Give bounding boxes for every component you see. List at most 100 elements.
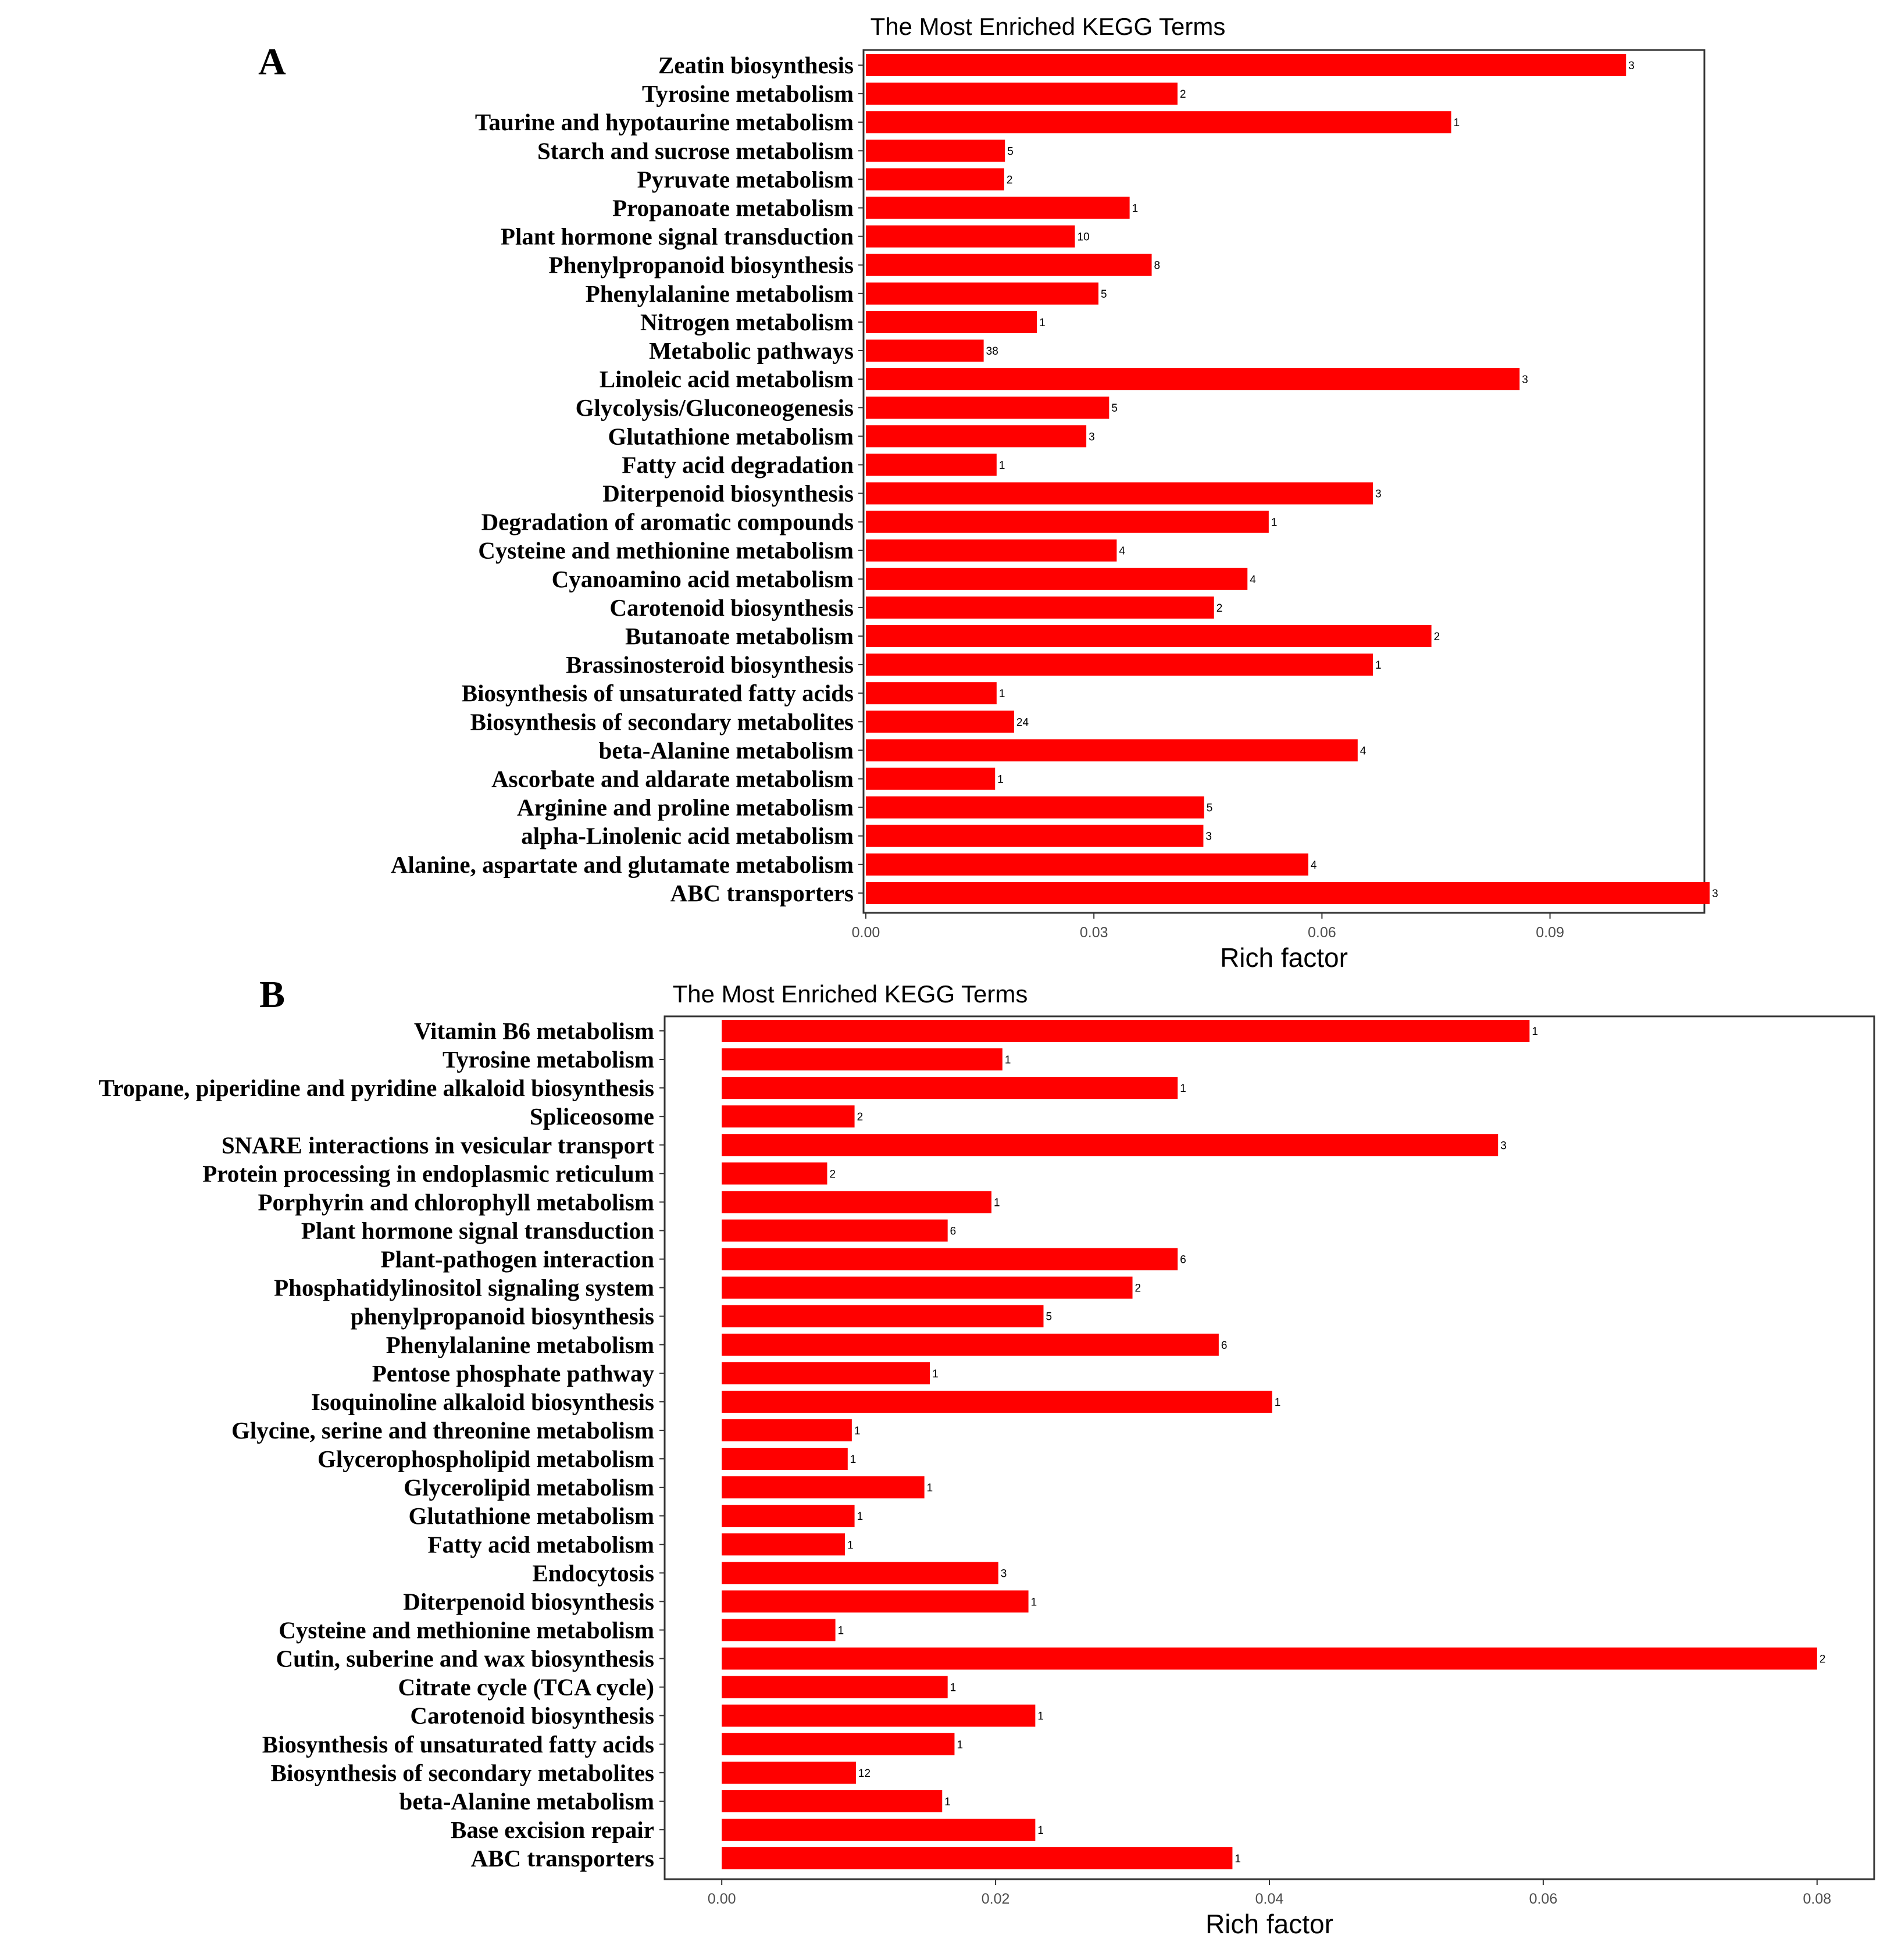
bar (866, 368, 1520, 391)
panel-a-letter: A (258, 41, 286, 83)
bar-count-label: 3 (1089, 431, 1095, 443)
bar (722, 1676, 948, 1698)
bar-count-label: 2 (1434, 631, 1440, 643)
category-label: Cysteine and methionine metabolism (279, 1616, 654, 1643)
bar (722, 1790, 943, 1812)
bar-count-label: 5 (1111, 402, 1118, 415)
category-label: Biosynthesis of secondary metabolites (470, 708, 854, 735)
category-label: Diterpenoid biosynthesis (602, 480, 854, 507)
bar (722, 1134, 1499, 1156)
category-label: ABC transporters (471, 1845, 654, 1872)
bar (866, 567, 1248, 590)
bar (866, 510, 1269, 533)
category-label: Cysteine and methionine metabolism (478, 537, 854, 564)
bar (866, 767, 996, 790)
bar (722, 1162, 827, 1185)
bar-count-label: 1 (1375, 659, 1382, 672)
bar-count-label: 1 (1271, 517, 1278, 529)
category-label: Butanoate metabolism (625, 623, 854, 649)
bar (866, 482, 1373, 505)
bar (722, 1333, 1219, 1356)
bar-count-label: 1 (997, 774, 1004, 786)
bar-count-label: 38 (986, 345, 998, 358)
bar (866, 682, 997, 705)
bar-count-label: 1 (1037, 1825, 1044, 1837)
category-label: Carotenoid biosynthesis (410, 1702, 654, 1729)
bar-count-label: 3 (1205, 831, 1212, 843)
bar (866, 881, 1710, 904)
category-label: Glutathione metabolism (408, 1502, 654, 1529)
category-label: Protein processing in endoplasmic reticu… (202, 1160, 654, 1187)
category-label: Biosynthesis of secondary metabolites (271, 1759, 654, 1786)
bar-count-label: 2 (1819, 1654, 1826, 1666)
bar-count-label: 1 (994, 1197, 1000, 1209)
category-label: Biosynthesis of unsaturated fatty acids (462, 680, 854, 706)
category-label: Arginine and proline metabolism (517, 794, 854, 821)
bar-count-label: 2 (829, 1168, 836, 1180)
bar-count-label: 2 (1135, 1283, 1141, 1295)
bar-count-label: 3 (1712, 888, 1718, 900)
bar (722, 1647, 1817, 1670)
bar (866, 310, 1037, 333)
bar (722, 1505, 855, 1527)
category-label: Glycolysis/Gluconeogenesis (576, 394, 854, 421)
category-label: Linoleic acid metabolism (600, 366, 854, 392)
bar-count-label: 6 (950, 1225, 957, 1237)
bar (722, 1818, 1036, 1841)
bar-count-label: 1 (1235, 1853, 1241, 1865)
category-label: Plant hormone signal transduction (501, 223, 854, 250)
bar (866, 454, 997, 476)
bar-count-label: 1 (1275, 1397, 1281, 1409)
category-label: Tyrosine metabolism (443, 1046, 654, 1073)
category-label: Tyrosine metabolism (642, 80, 854, 107)
category-label: Alanine, aspartate and glutamate metabol… (391, 851, 854, 878)
category-label: Pentose phosphate pathway (372, 1360, 655, 1387)
bar (722, 1390, 1272, 1413)
bar-count-label: 24 (1016, 716, 1029, 729)
bar-count-label: 5 (1046, 1311, 1053, 1323)
bar (866, 254, 1152, 276)
bar (722, 1448, 848, 1470)
bar-count-label: 10 (1078, 231, 1090, 244)
bar-count-label: 1 (1532, 1026, 1538, 1038)
panel-a: A The Most Enriched KEGG Terms Zeatin bi… (258, 13, 1718, 973)
category-label: Vitamin B6 metabolism (414, 1018, 654, 1044)
bar-count-label: 1 (838, 1625, 844, 1637)
bar-count-label: 4 (1250, 574, 1256, 586)
category-label: Ascorbate and aldarate metabolism (491, 766, 854, 792)
bar (866, 654, 1373, 676)
category-label: Phenylalanine metabolism (386, 1331, 654, 1358)
bar-count-label: 1 (857, 1511, 864, 1523)
bar-count-label: 1 (1180, 1083, 1186, 1095)
bar (722, 1219, 948, 1242)
bar-count-label: 1 (854, 1425, 861, 1437)
bar (722, 1362, 930, 1384)
category-label: Plant-pathogen interaction (381, 1246, 655, 1273)
bar (866, 425, 1087, 448)
category-label: Cutin, suberine and wax biosynthesis (276, 1645, 654, 1672)
category-label: SNARE interactions in vesicular transpor… (222, 1131, 654, 1158)
category-label: Biosynthesis of unsaturated fatty acids (262, 1731, 654, 1758)
bar-count-label: 8 (1154, 260, 1161, 272)
bar (866, 625, 1432, 647)
bar-count-label: 3 (1522, 374, 1528, 386)
x-tick-label: 0.03 (1080, 924, 1108, 941)
bar (722, 1476, 925, 1499)
panel-a-title: The Most Enriched KEGG Terms (870, 13, 1226, 40)
bar (866, 140, 1005, 162)
x-tick-label: 0.09 (1536, 924, 1564, 941)
category-label: Glutathione metabolism (608, 423, 854, 449)
bar (722, 1704, 1036, 1727)
category-label: Glycerophospholipid metabolism (317, 1445, 654, 1472)
bar (866, 225, 1075, 248)
bar (866, 824, 1204, 847)
bar (866, 340, 984, 362)
bar-count-label: 1 (1037, 1711, 1044, 1723)
category-label: Plant hormone signal transduction (301, 1217, 654, 1244)
bar-count-label: 1 (1005, 1054, 1011, 1066)
panel-a-count-labels: 3 2 1 5 2 1 10 8 5 1 38 3 5 3 1 3 1 4 4 2 2 1 1 24 4 1 5 3 4 3 (986, 60, 1718, 900)
bar-count-label: 4 (1311, 859, 1317, 872)
